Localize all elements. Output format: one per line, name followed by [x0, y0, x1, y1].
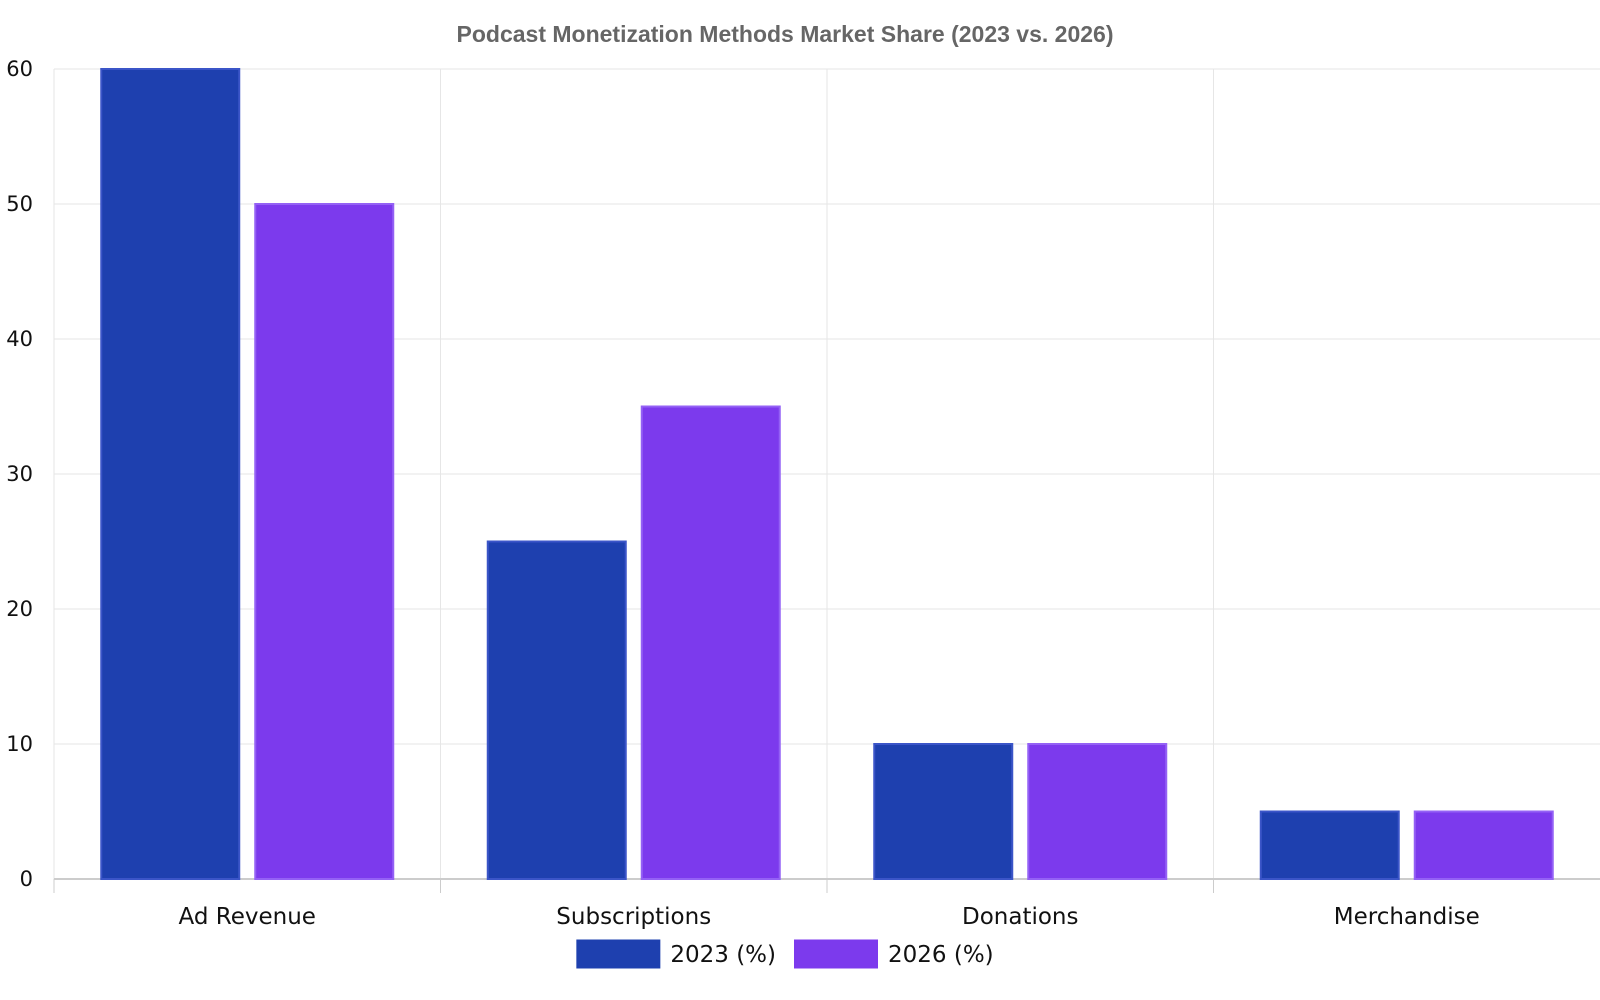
x-tick-label: Merchandise	[1334, 904, 1480, 930]
x-tick-label: Subscriptions	[556, 904, 711, 930]
legend-label[interactable]: 2023 (%)	[670, 942, 776, 968]
bar-2026-donations[interactable]	[1027, 743, 1168, 880]
y-tick-label: 20	[6, 597, 33, 621]
y-tick-label: 10	[6, 732, 33, 756]
axis-labels: 0 10 20 30 40 50 60 Ad Revenue Subscriptions Dona…	[6, 57, 1479, 930]
bar-2026-subscriptions[interactable]	[640, 405, 781, 880]
bar-2026-ad-revenue[interactable]	[254, 203, 395, 880]
bar-2023-ad-revenue[interactable]	[100, 68, 241, 880]
legend-swatch-2[interactable]	[794, 939, 878, 969]
legend-label[interactable]: 2026 (%)	[888, 942, 994, 968]
bar-2026-merchandise[interactable]	[1413, 810, 1554, 880]
x-tick-label: Ad Revenue	[179, 904, 316, 930]
legend[interactable]: 2023 (%) 2026 (%)	[576, 939, 994, 969]
y-tick-label: 0	[20, 867, 33, 891]
x-tick-label: Donations	[962, 904, 1079, 930]
bars	[100, 68, 1554, 880]
y-tick-label: 50	[6, 192, 33, 216]
bar-2023-donations[interactable]	[873, 743, 1014, 880]
bar-2023-subscriptions[interactable]	[486, 540, 627, 880]
legend-swatch-1[interactable]	[576, 939, 661, 969]
y-tick-label: 40	[6, 327, 33, 351]
y-tick-label: 60	[6, 57, 33, 81]
chart-title: Podcast Monetization Methods Market Shar…	[457, 21, 1114, 47]
bar-2023-merchandise[interactable]	[1259, 810, 1400, 880]
y-tick-label: 30	[6, 462, 33, 486]
axes	[53, 878, 1600, 893]
